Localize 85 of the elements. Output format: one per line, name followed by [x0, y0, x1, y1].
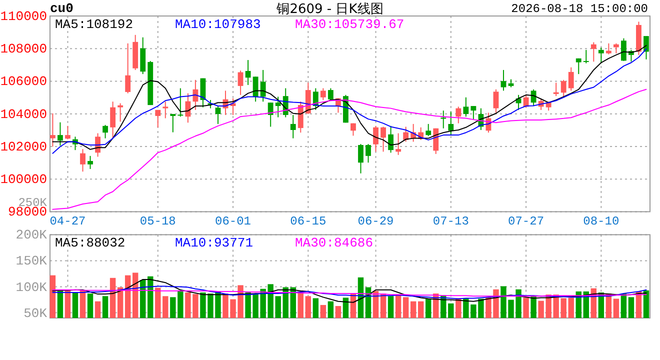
text: MA10:107983 [175, 17, 261, 32]
candlestick [358, 144, 364, 174]
candlestick [215, 106, 221, 124]
y-tick-label: 108000 [0, 42, 47, 57]
candlestick [493, 88, 499, 114]
line-series [52, 88, 647, 210]
x-tick-label: 06-15 [290, 214, 326, 229]
candlestick [373, 125, 378, 152]
text: MA30:84686 [295, 236, 374, 251]
candlestick [110, 101, 116, 139]
candlestick [366, 144, 371, 164]
candlestick [583, 49, 589, 64]
candlestick [155, 109, 161, 128]
candlestick [396, 132, 402, 156]
candlestick [65, 125, 70, 140]
candlestick [102, 124, 108, 139]
candlestick [606, 42, 612, 55]
y-tick-label: 102000 [0, 139, 47, 154]
candlestick [463, 96, 469, 118]
x-tick-label: 07-13 [432, 214, 469, 229]
candlestick [553, 82, 559, 97]
candlestick [170, 114, 176, 133]
candlestick [252, 76, 258, 102]
y-tick-label: 104000 [0, 106, 47, 122]
candlestick [380, 126, 386, 152]
candlestick [598, 47, 604, 64]
candlestick [621, 38, 626, 62]
annotation: 2026-08-18 15:00:00 [511, 2, 648, 16]
text: MA5:88032 [55, 236, 126, 251]
chart-title: 铜2609 - 日K线图 [276, 2, 384, 17]
candlestick [560, 79, 566, 98]
candlestick [140, 36, 146, 75]
text: MA30:105739.67 [295, 17, 404, 32]
candlestick [268, 102, 274, 128]
line-series [52, 278, 647, 303]
line-series [52, 286, 647, 300]
candlestick [613, 42, 619, 54]
candlestick [238, 70, 244, 96]
candlestick [245, 60, 251, 86]
candlestick [568, 66, 574, 92]
x-tick-label: 06-01 [215, 214, 252, 229]
text: MA5:108192 [55, 17, 134, 32]
candlestick [403, 126, 409, 142]
y-tick-label: 100K [16, 280, 48, 295]
candlestick [644, 36, 649, 60]
candlestick [275, 96, 281, 118]
x-tick-label: 06-29 [358, 214, 394, 229]
y-tick-label: 150K [16, 254, 48, 269]
candlestick [320, 88, 326, 100]
candlestick [350, 122, 356, 136]
candlestick [298, 101, 304, 134]
candlestick [80, 148, 86, 172]
annotation: cu0 [50, 1, 74, 16]
candlestick [192, 79, 198, 110]
candlestick [590, 42, 596, 62]
x-tick-label: 05-18 [140, 214, 176, 229]
candlestick [500, 69, 506, 92]
text: MA10:93771 [175, 236, 254, 251]
candlestick [178, 88, 184, 118]
candlestick [328, 88, 334, 102]
y-tick-label: 50K [24, 306, 48, 321]
x-tick-label: 07-27 [508, 214, 544, 229]
y-tick-label: 110000 [0, 9, 47, 24]
candlestick [470, 106, 476, 120]
candlestick [88, 155, 93, 170]
candlestick [118, 102, 124, 122]
candlestick [125, 42, 131, 94]
candlestick [576, 58, 582, 75]
candlestick [530, 88, 536, 107]
candlestick [426, 123, 432, 137]
y-tick-label: 200K [16, 228, 48, 243]
candlestick [50, 112, 56, 148]
candlestick [162, 101, 168, 119]
candlestick [58, 122, 63, 146]
y-tick-label: 100000 [0, 172, 47, 188]
candlestick [290, 114, 296, 139]
x-tick-label: 04-27 [50, 214, 86, 229]
candlestick [260, 69, 266, 102]
candlestick [185, 92, 191, 124]
x-tick-label: 08-10 [583, 214, 620, 229]
candlestick [388, 125, 394, 154]
y-tick-label: 106000 [0, 74, 47, 90]
candlestick [448, 111, 454, 136]
candlestick [456, 106, 462, 124]
line-series [52, 289, 647, 297]
